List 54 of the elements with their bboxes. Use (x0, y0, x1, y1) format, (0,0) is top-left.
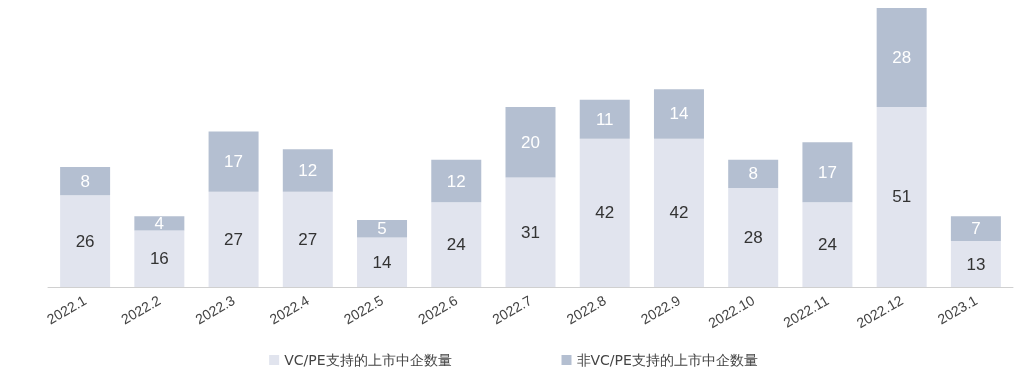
data-label: 11 (595, 109, 614, 129)
bar (208, 191, 259, 287)
data-label: 5 (377, 219, 387, 239)
data-label: 8 (80, 171, 90, 191)
bar (282, 191, 333, 287)
bar (357, 219, 408, 238)
bar (357, 237, 408, 287)
data-label: 17 (224, 152, 244, 172)
bar (950, 241, 1001, 287)
bar (505, 106, 556, 178)
bar (653, 89, 704, 139)
data-label: 20 (521, 132, 540, 152)
data-label: 42 (669, 203, 689, 223)
legend-label: 非VC/PE支持的上市中企数量 (576, 352, 758, 368)
data-label: 24 (817, 235, 837, 255)
data-label: 42 (595, 203, 615, 223)
data-label: 26 (75, 231, 95, 251)
bar (431, 202, 482, 287)
data-label: 4 (154, 213, 165, 233)
data-label: 27 (298, 229, 318, 249)
bar (208, 131, 259, 192)
data-label: 14 (372, 252, 392, 272)
bar (134, 216, 185, 231)
data-label: 24 (446, 235, 466, 255)
bar (60, 195, 111, 287)
legend-label: VC/PE支持的上市中企数量 (284, 352, 452, 368)
data-label: 31 (521, 222, 540, 242)
data-label: 14 (669, 104, 689, 124)
bar (728, 188, 779, 287)
bar (431, 159, 482, 203)
data-label: 16 (149, 249, 169, 269)
data-label: 12 (446, 171, 466, 191)
bar (653, 138, 704, 287)
bar (876, 106, 927, 287)
data-label: 28 (743, 228, 763, 248)
data-label: 8 (748, 164, 758, 184)
bar (505, 177, 556, 287)
data-label: 7 (971, 219, 981, 239)
data-label: 13 (966, 254, 986, 274)
bar (579, 99, 630, 139)
data-label: 51 (892, 187, 912, 207)
bar (802, 202, 853, 287)
bar (60, 166, 111, 196)
data-label: 28 (892, 47, 912, 67)
data-label: 12 (298, 160, 318, 180)
data-label: 17 (817, 162, 837, 182)
data-label: 27 (224, 229, 244, 249)
bar (134, 230, 185, 287)
bar (728, 159, 779, 189)
bar (950, 216, 1001, 242)
bar (802, 142, 853, 203)
bar (579, 138, 630, 287)
bar (282, 149, 333, 192)
bar (876, 8, 927, 107)
